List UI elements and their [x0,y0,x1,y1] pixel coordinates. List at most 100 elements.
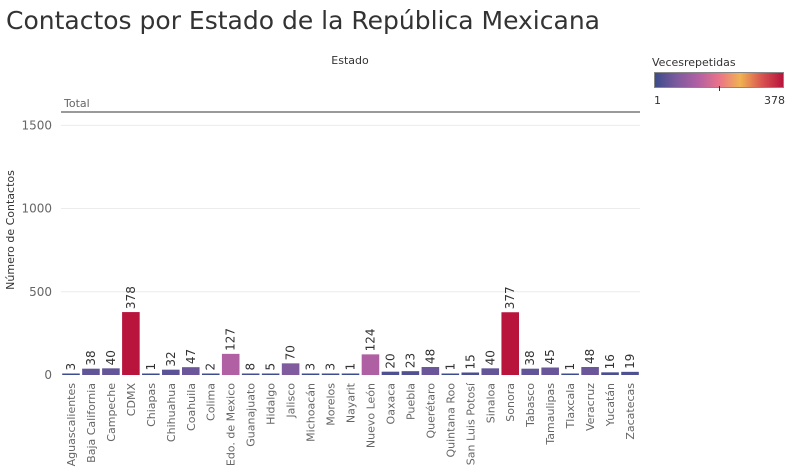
y-tick-label: 1500 [21,118,52,132]
x-axis-labels: Aguascalientes Baja California Campeche CDM… [65,382,637,466]
bar [301,373,320,375]
value-label: 16 [603,354,617,369]
bar [501,312,520,375]
x-tick-label: Zacatecas [624,383,637,440]
bar [581,367,599,375]
bar [261,373,280,375]
bar [102,368,120,375]
x-tick-label: Chiapas [145,383,158,427]
x-tick-label: Puebla [404,383,417,420]
row-header: Total [63,97,90,110]
bar [481,368,500,375]
value-label: 8 [244,363,258,371]
x-tick-label: Michoacán [305,383,318,442]
bar [221,353,240,375]
legend-min-label: 1 [654,94,661,107]
x-tick-label: Nayarit [345,382,358,423]
value-label: 5 [264,363,278,371]
bar [561,373,579,375]
value-label: 20 [383,353,397,368]
value-label: 19 [623,354,637,369]
bar [621,371,639,375]
value-label: 1 [344,363,358,371]
x-tick-label: Tabasco [524,383,537,428]
y-axis-ticks: 0 500 1000 1500 [21,118,52,382]
x-tick-label: Jalisco [285,383,298,419]
gridlines [61,124,640,293]
x-tick-label: Sonora [504,383,517,422]
x-tick-label: Colima [205,383,218,421]
legend-max-label: 378 [764,94,785,107]
x-tick-label: Tlaxcala [564,383,577,429]
value-label: 38 [523,350,537,365]
bars [62,312,639,375]
bar [521,368,539,375]
bar [162,369,180,375]
bar [122,312,140,375]
x-tick-label: Campeche [105,383,118,442]
y-tick-label: 0 [44,368,52,382]
legend-tick [719,86,720,91]
bar [461,372,480,375]
x-tick-label: Tamaulipas [544,383,557,446]
x-tick-label: Morelos [325,383,338,426]
column-header: Estado [331,54,369,67]
value-label: 1 [443,363,457,371]
value-label: 48 [583,349,597,364]
bar [361,354,380,375]
x-tick-label: Nuevo León [364,383,377,448]
x-tick-label: Edo. de Mexico [225,383,238,466]
value-label: 32 [164,351,178,366]
legend-title: Vecesrepetidas [652,56,736,69]
x-tick-label: Guanajuato [245,383,258,447]
bar [201,373,220,375]
bar [142,373,160,375]
x-tick-label: Coahuila [185,383,198,431]
bar [441,373,460,375]
x-tick-label: Veracruz [584,383,597,431]
bar [321,373,340,375]
value-label: 23 [403,353,417,368]
bar [381,371,400,375]
value-label: 40 [104,350,118,365]
value-label: 15 [463,354,477,369]
x-tick-label: Querétaro [424,383,437,439]
bar [421,367,440,375]
bar [401,371,420,375]
value-label: 1 [563,363,577,371]
bar [181,367,200,375]
bar [601,372,619,375]
bar [341,373,360,375]
value-label: 38 [84,350,98,365]
x-tick-label: Aguascalientes [65,383,78,467]
value-label: 378 [124,286,138,309]
bar [241,373,260,375]
x-tick-label: San Luis Potosí [464,382,477,465]
x-tick-label: Baja California [85,383,98,463]
y-tick-label: 1000 [21,202,52,216]
y-tick-label: 500 [29,285,52,299]
x-tick-label: Chihuahua [165,383,178,442]
value-label: 124 [363,328,377,351]
bar [281,363,300,375]
x-tick-label: CDMX [125,383,138,417]
value-label: 47 [184,349,198,364]
value-label: 377 [503,286,517,309]
value-label: 3 [304,363,318,371]
bar [62,373,80,375]
y-axis-label: Número de Contactos [4,170,17,290]
value-label: 3 [324,363,338,371]
value-label: 48 [423,349,437,364]
chart-title: Contactos por Estado de la República Mex… [6,6,600,35]
bar [82,368,100,375]
bar [541,367,559,375]
value-label: 2 [204,363,218,371]
x-tick-label: Yucatán [604,383,617,427]
x-tick-label: Oaxaca [384,383,397,424]
value-label: 70 [284,345,298,360]
value-label: 3 [64,363,78,371]
x-tick-label: Quintana Roo [444,383,457,458]
value-label: 1 [144,363,158,371]
